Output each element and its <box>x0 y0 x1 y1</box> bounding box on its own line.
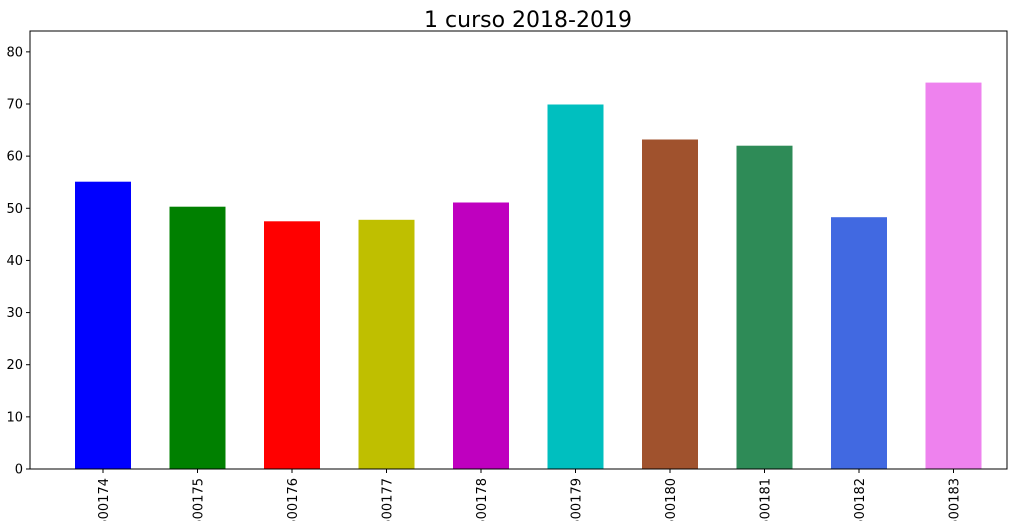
bar-500183 <box>925 82 982 469</box>
bar-500181 <box>736 145 793 469</box>
x-tick-label: 500183 <box>948 478 963 521</box>
y-tick-label: 50 <box>6 202 23 217</box>
y-tick-label: 30 <box>6 306 23 321</box>
plot-frame <box>29 30 1008 470</box>
bar-500180 <box>642 139 698 469</box>
bar-500179 <box>547 104 604 469</box>
y-tick-label: 40 <box>6 254 23 269</box>
x-tick-label: 500178 <box>475 478 490 521</box>
y-tick-label: 70 <box>6 98 23 113</box>
x-tick-label: 500177 <box>381 478 396 521</box>
bar-500178 <box>453 202 509 469</box>
x-tick-label: 500176 <box>286 478 301 521</box>
bar-500176 <box>264 221 320 469</box>
bar-500177 <box>358 219 415 469</box>
y-tick-label: 20 <box>6 358 23 373</box>
bar-500182 <box>831 217 887 469</box>
x-tick-label: 500175 <box>192 478 207 521</box>
x-tick-label: 500181 <box>759 478 774 521</box>
y-tick-label: 60 <box>6 150 23 165</box>
x-tick-label: 500174 <box>97 478 112 521</box>
y-tick-label: 10 <box>6 410 23 425</box>
bar-500175 <box>169 206 226 469</box>
y-tick-label: 0 <box>15 463 23 478</box>
bar-500174 <box>75 181 131 469</box>
bars-group <box>75 82 982 469</box>
y-tick-label: 80 <box>6 45 23 60</box>
chart-title: 1 curso 2018-2019 <box>424 8 632 33</box>
y-axis: 0 10 20 30 40 50 60 70 80 <box>6 45 30 478</box>
x-tick-label: 500182 <box>853 478 868 521</box>
x-axis: 500174 500175 500176 500177 500178 500179 5001… <box>97 469 963 521</box>
x-tick-label: 500179 <box>570 478 585 521</box>
x-tick-label: 500180 <box>664 478 679 521</box>
